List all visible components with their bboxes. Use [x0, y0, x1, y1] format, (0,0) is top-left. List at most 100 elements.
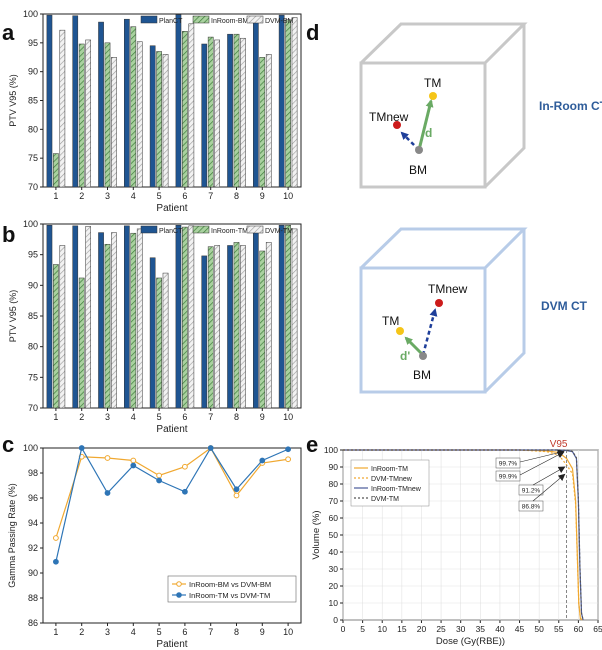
- data-point: [130, 457, 137, 464]
- x-tick-label: 4: [131, 191, 136, 201]
- bar-dvm-bm: [214, 39, 220, 188]
- bm-point: [415, 146, 423, 154]
- tm-label-2: TM: [382, 314, 399, 328]
- bar-dvm-bm: [188, 23, 195, 188]
- data-point: [130, 462, 137, 469]
- data-point: [207, 445, 214, 451]
- bm-label: BM: [409, 163, 427, 177]
- y-axis-label: Gamma Passing Rate (%): [7, 483, 17, 588]
- panel-letter-e: e: [306, 432, 318, 457]
- bar-inroom-tm: [259, 250, 266, 409]
- y-tick-label: 70: [28, 182, 38, 192]
- y-tick-label: 100: [324, 445, 338, 455]
- dvh-chart-e: 0 5 10 15 20 25 30 35 40 45 50 55 60 65 0 10 20 30 40 50 60 7…: [311, 439, 602, 647]
- tmnew-label-2: TMnew: [428, 282, 468, 296]
- bm-label-2: BM: [413, 368, 431, 382]
- bar-dvm-bm: [136, 41, 143, 188]
- data-point: [182, 488, 188, 495]
- legend-label: DVM-TM: [371, 496, 399, 503]
- x-tick-label: 0: [341, 624, 346, 634]
- bar-inroom-bm: [207, 36, 214, 188]
- y-tick-label: 100: [23, 9, 38, 19]
- vector-d-prime-arrow: [404, 336, 425, 357]
- legend-label: DVM-TMnew: [371, 476, 413, 483]
- vector-d-arrow: [417, 99, 434, 151]
- x-tick-label: 5: [157, 191, 162, 201]
- y-tick-label: 98: [28, 468, 38, 478]
- x-tick-label: 1: [53, 412, 58, 422]
- dvh-curve: [343, 449, 584, 621]
- annotation-label: 91.2%: [522, 488, 541, 495]
- y-tick-label: 20: [329, 581, 339, 591]
- panel-letter-d: d: [306, 20, 319, 45]
- y-tick-label: 70: [28, 403, 38, 413]
- x-tick-label: 1: [53, 191, 58, 201]
- panel-letter-a: a: [2, 20, 15, 45]
- y-tick-label: 95: [28, 38, 38, 48]
- x-tick-label: 30: [456, 624, 466, 634]
- line-chart-c: 86 88 90 92 94 96 98 100 1 2 3 4 5 6 7 8 9 10 Patient Gamma…: [7, 443, 302, 650]
- x-tick-label: 45: [515, 624, 525, 634]
- x-tick-label: 10: [283, 627, 293, 637]
- bar-dvm-bm: [85, 39, 91, 188]
- x-tick-label: 7: [208, 627, 213, 637]
- y-tick-label: 80: [28, 342, 38, 352]
- annotation-box: [518, 500, 544, 512]
- x-tick-label: 1: [53, 627, 58, 637]
- bar-dvm-tm: [162, 272, 169, 409]
- y-tick-label: 80: [28, 124, 38, 134]
- tmnew-label: TMnew: [369, 110, 409, 124]
- x-tick-label: 4: [131, 627, 136, 637]
- x-tick-label: 60: [574, 624, 584, 634]
- data-point: [104, 455, 111, 461]
- y-tick-label: 75: [28, 153, 38, 163]
- x-axis-label: Patient: [156, 203, 187, 214]
- bar-inroom-bm: [104, 42, 111, 188]
- bar-dvm-bm: [162, 54, 169, 188]
- bar-dvm-tm: [111, 232, 117, 409]
- annotation-arrow: [519, 451, 565, 476]
- y-tick-label: 90: [28, 280, 38, 290]
- legend-label: InRoom-TM vs DVM-TM: [189, 591, 270, 600]
- bar-inroom-tm: [207, 246, 214, 409]
- bar-planct: [253, 21, 259, 188]
- panel-letter-c: c: [2, 432, 14, 457]
- legend-swatch: [192, 225, 210, 234]
- bar-inroom-tm: [130, 232, 137, 409]
- vector-d-prime-label: d': [400, 349, 410, 363]
- bar-inroom-bm: [156, 51, 162, 188]
- y-tick-label: 86: [28, 618, 38, 628]
- data-point: [233, 486, 240, 493]
- series-line: [55, 446, 289, 562]
- y-tick-label: 88: [28, 593, 38, 603]
- x-tick-label: 20: [417, 624, 427, 634]
- x-tick-label: 4: [131, 412, 136, 422]
- legend-box: [167, 575, 297, 603]
- x-tick-label: 5: [157, 412, 162, 422]
- bm-point-2: [419, 352, 427, 360]
- legend-swatch: [246, 225, 264, 234]
- y-tick-label: 100: [23, 443, 38, 453]
- bar-dvm-tm: [291, 228, 298, 409]
- y-tick-label: 10: [329, 598, 339, 608]
- bar-planct: [72, 15, 79, 188]
- vector-d-label: d: [425, 126, 432, 140]
- bar-planct: [98, 21, 104, 188]
- annotation-label: 99.9%: [499, 474, 518, 481]
- tmnew-point-2: [435, 299, 443, 307]
- legend-marker: [176, 581, 182, 587]
- bar-inroom-bm: [53, 153, 59, 188]
- bar-planct: [201, 255, 208, 409]
- bar-dvm-tm: [59, 245, 66, 409]
- data-point: [156, 472, 163, 479]
- bar-planct: [227, 33, 233, 188]
- bar-dvm-bm: [240, 37, 246, 188]
- x-tick-label: 3: [105, 191, 110, 201]
- bar-dvm-bm: [291, 17, 298, 188]
- x-tick-label: 5: [157, 627, 162, 637]
- annotation-label: 86.8%: [522, 504, 541, 511]
- bar-dvm-tm: [136, 228, 143, 409]
- bar-planct: [149, 45, 156, 188]
- bar-chart-a: 70 75 80 85 90 95 100 1 2 3 4 5 6 7 8 9 10 Patient PTV V95…: [8, 9, 302, 214]
- bar-planct: [175, 14, 182, 188]
